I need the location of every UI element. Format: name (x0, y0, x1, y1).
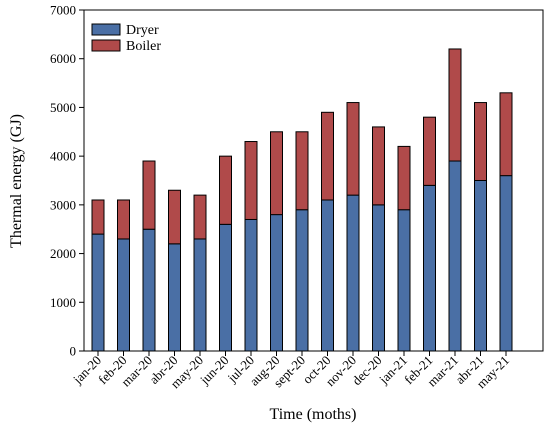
bar-dryer-sept-20 (295, 209, 309, 352)
bar-boiler-sept-20 (295, 131, 309, 211)
bar-dryer-jul-20 (244, 218, 258, 352)
bar-boiler-feb-20 (117, 199, 130, 240)
x-tick-label: dec-20 (349, 353, 385, 389)
bar-dryer-abr-20 (168, 243, 181, 352)
y-axis-title: Thermal energy (GJ) (8, 114, 25, 248)
x-tick-label: jun-20 (196, 353, 231, 388)
bar-boiler-feb-21 (423, 116, 436, 186)
bar-dryer-nov-20 (346, 194, 360, 352)
bar-boiler-jul-20 (244, 141, 258, 220)
bar-dryer-jun-20 (219, 223, 232, 352)
bar-boiler-oct-20 (321, 111, 334, 201)
bar-boiler-abr-20 (168, 189, 181, 245)
bar-dryer-may-21 (499, 175, 513, 352)
legend-swatch-boiler (91, 39, 121, 52)
y-tick-label: 4000 (50, 149, 76, 164)
legend-swatch-dryer (91, 23, 121, 36)
bar-boiler-aug-20 (270, 131, 283, 216)
y-axis-ticks: 0 1000 2000 3000 4000 5000 6000 7000 (50, 3, 84, 359)
bars-group (91, 48, 513, 352)
bar-dryer-mar-20 (142, 228, 156, 352)
y-tick-label: 0 (70, 344, 77, 359)
bar-boiler-dec-20 (372, 126, 385, 206)
y-tick-label: 6000 (50, 51, 76, 66)
bar-dryer-abr-21 (474, 180, 487, 352)
bar-dryer-feb-20 (117, 238, 130, 352)
bar-dryer-aug-20 (270, 214, 283, 352)
x-axis-ticks: jan-20feb-20mar-20abr-20may-20jun-20jul-… (69, 351, 512, 391)
y-tick-label: 1000 (50, 295, 76, 310)
bar-boiler-may-21 (499, 92, 513, 177)
bar-dryer-jan-20 (91, 233, 105, 352)
x-tick-label: jan-21 (375, 353, 410, 388)
bar-boiler-mar-21 (448, 48, 462, 162)
bar-boiler-jun-20 (219, 155, 232, 225)
y-tick-label: 5000 (50, 100, 76, 115)
y-tick-label: 2000 (50, 246, 76, 261)
bar-boiler-abr-21 (474, 102, 487, 181)
bar-dryer-mar-21 (448, 160, 462, 352)
bar-dryer-oct-20 (321, 199, 334, 352)
bar-dryer-jan-21 (397, 209, 411, 352)
bar-boiler-mar-20 (142, 160, 156, 230)
bar-boiler-jan-21 (397, 145, 411, 211)
y-tick-label: 7000 (50, 3, 76, 18)
legend-label-boiler: Boiler (126, 39, 161, 54)
bar-boiler-nov-20 (346, 102, 360, 196)
y-tick-label: 3000 (50, 197, 76, 212)
x-axis-title: Time (moths) (270, 406, 357, 423)
bar-dryer-may-20 (193, 238, 207, 352)
bar-dryer-dec-20 (372, 204, 385, 352)
bar-boiler-jan-20 (91, 199, 105, 235)
plot-frame (83, 9, 544, 352)
bar-dryer-feb-21 (423, 184, 436, 352)
bar-boiler-may-20 (193, 194, 207, 240)
legend-label-dryer: Dryer (126, 23, 159, 38)
